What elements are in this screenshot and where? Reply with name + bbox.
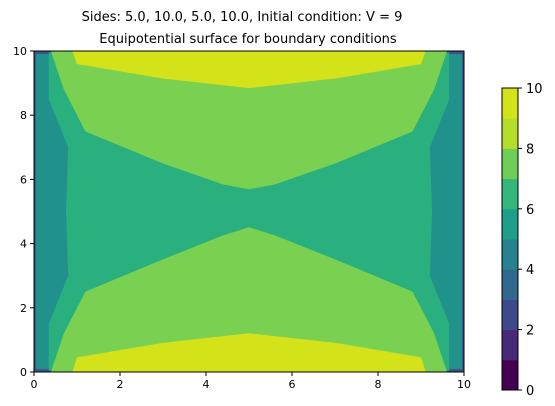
y-tick-label: 4	[20, 238, 27, 251]
contour-region-2	[50, 227, 448, 373]
x-tick-label: 10	[457, 378, 471, 391]
contour-region-4	[72, 333, 426, 373]
x-tick-label: 2	[117, 378, 124, 391]
y-tick-label: 0	[20, 366, 27, 379]
y-tick-label: 8	[20, 109, 27, 122]
y-tick-label: 10	[13, 45, 27, 58]
y-tick-label: 2	[20, 302, 27, 315]
colorbar-tick-label: 6	[526, 203, 534, 218]
x-tick-label: 6	[289, 378, 296, 391]
colorbar-tick-label: 10	[526, 82, 543, 97]
colorbar-band-8	[502, 118, 518, 149]
colorbar-band-3	[502, 269, 518, 300]
plot-frame	[33, 50, 465, 373]
colorbar: 0 2 4 6 8 10	[501, 82, 543, 399]
x-tick-label: 4	[203, 378, 210, 391]
chart-subtitle: Equipotential surface for boundary condi…	[99, 32, 397, 47]
colorbar-band-4	[502, 239, 518, 270]
colorbar-tick-label: 4	[526, 263, 534, 278]
chart-title: Sides: 5.0, 10.0, 5.0, 10.0, Initial con…	[82, 10, 403, 25]
x-tick-label: 0	[31, 378, 38, 391]
colorbar-band-2	[502, 299, 518, 331]
colorbar-band-5	[502, 208, 518, 240]
y-tick-label: 6	[20, 173, 27, 186]
colorbar-band-9	[502, 88, 518, 119]
x-axis: 0 2 4 6 8 10	[31, 372, 471, 391]
contour-region-3	[50, 50, 448, 190]
colorbar-band-6	[502, 178, 518, 210]
x-tick-label: 8	[375, 378, 382, 391]
colorbar-band-1	[502, 329, 518, 361]
colorbar-tick-label: 0	[526, 384, 534, 399]
contour-region-5	[72, 50, 426, 89]
colorbar-frame	[501, 87, 519, 391]
colorbar-tick-label: 8	[526, 142, 534, 157]
colorbar-band-0	[502, 359, 518, 391]
y-axis: 0 2 4 6 8 10	[13, 45, 34, 379]
plot-area	[33, 50, 465, 373]
colorbar-band-7	[502, 148, 518, 180]
colorbar-tick-label: 2	[526, 324, 534, 339]
